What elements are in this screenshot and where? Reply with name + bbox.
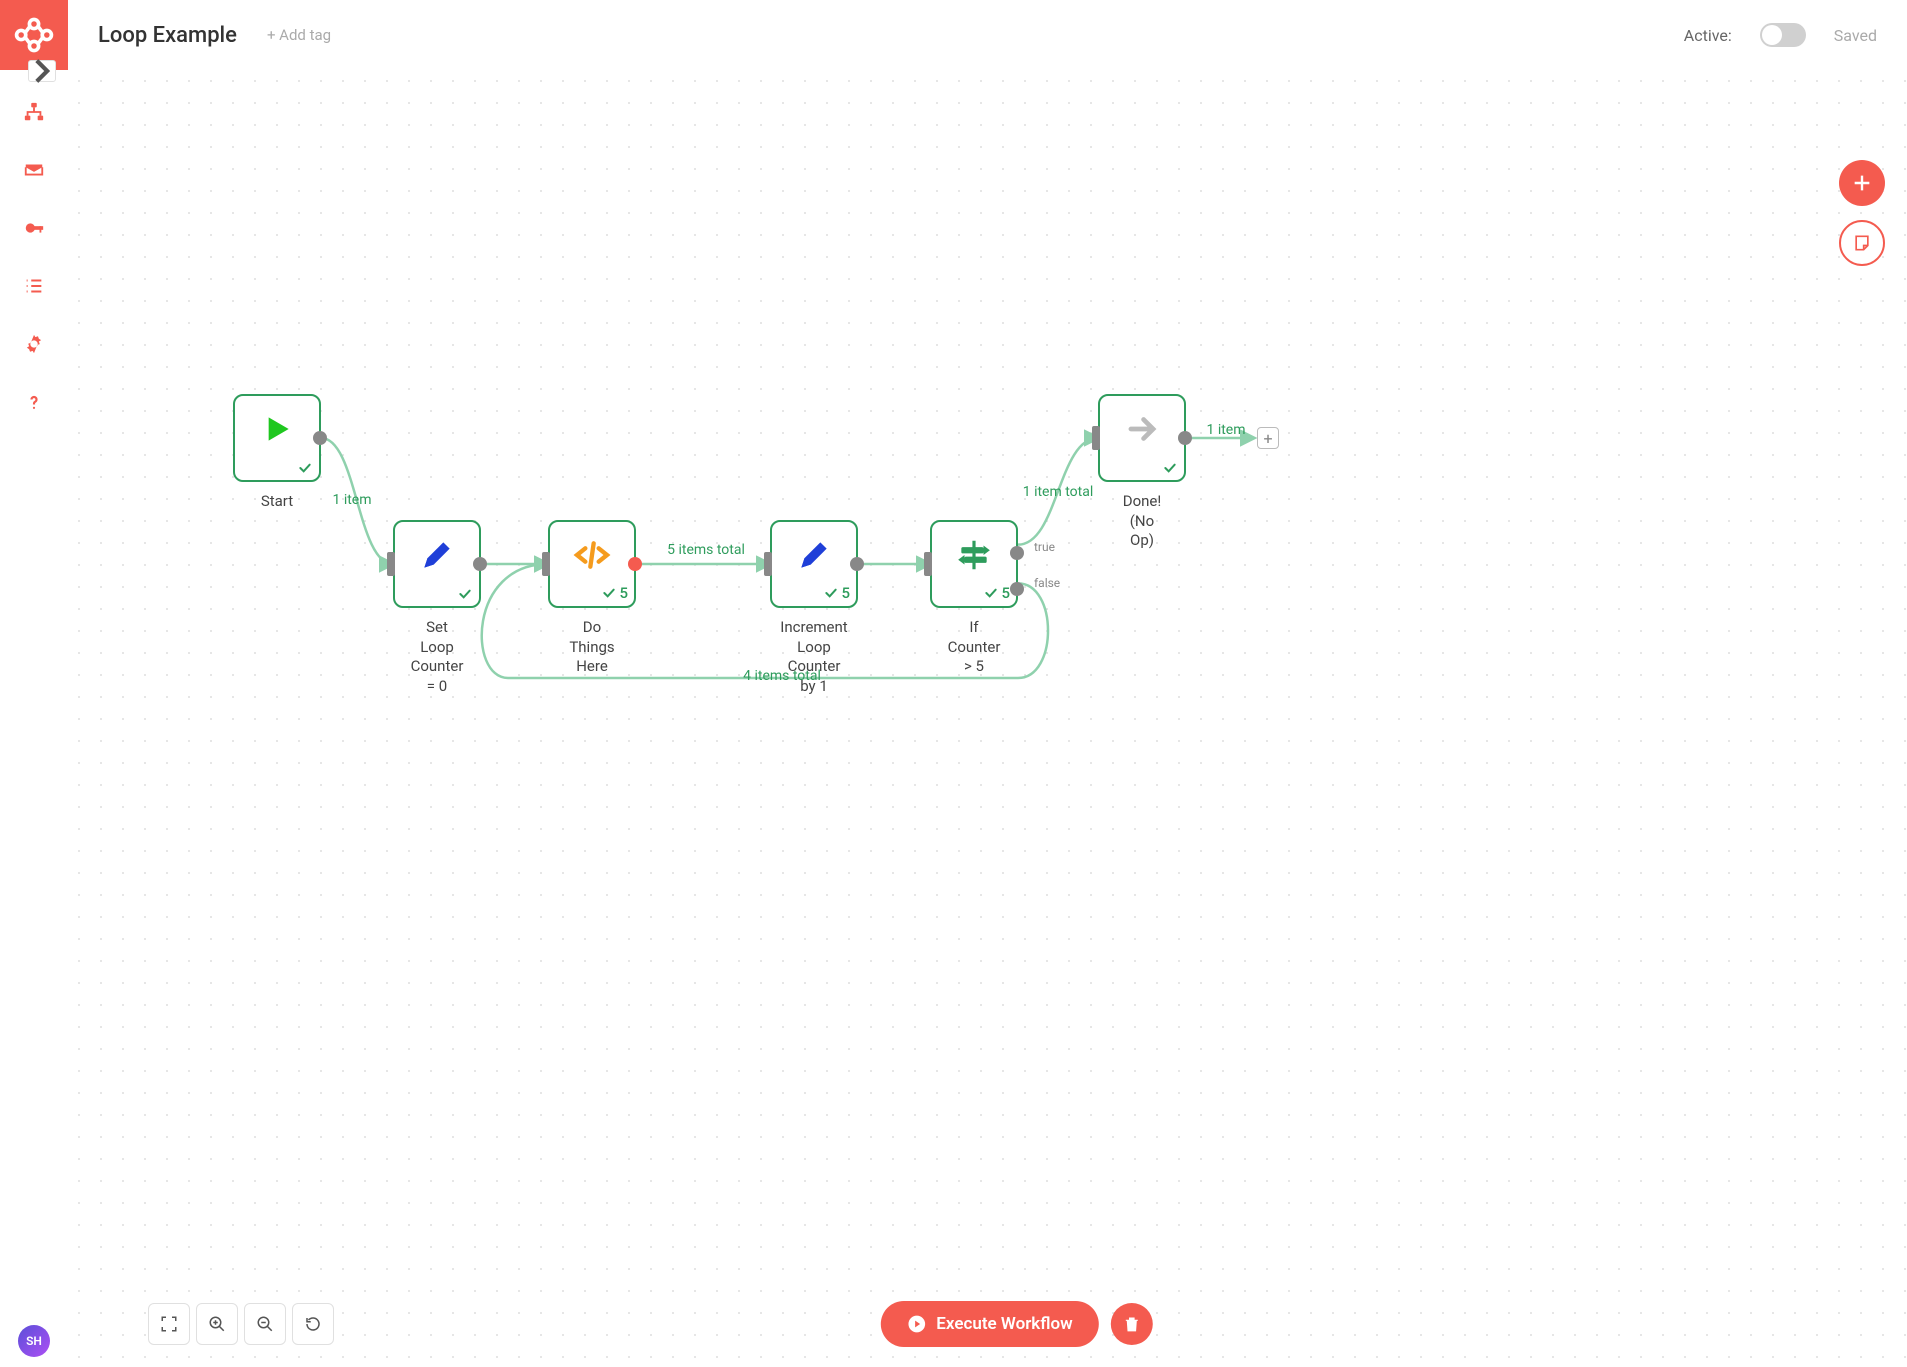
- node-setctr[interactable]: Set Loop Counter = 0: [393, 520, 481, 608]
- port-in[interactable]: [924, 552, 932, 576]
- node-status: 5: [823, 584, 850, 602]
- port-label: true: [1034, 540, 1055, 554]
- execute-label: Execute Workflow: [936, 1314, 1072, 1334]
- zoom-in-button[interactable]: [196, 1303, 238, 1345]
- node-done[interactable]: Done! (No Op): [1098, 394, 1186, 482]
- edge-label: 1 item: [1206, 422, 1245, 438]
- port-label: false: [1034, 576, 1060, 590]
- pencil-icon: [418, 536, 456, 578]
- play-icon: [257, 409, 297, 453]
- node-label: Do Things Here: [569, 618, 614, 677]
- sidebar: SH: [0, 0, 68, 1367]
- edge-label: 5 items total: [667, 542, 745, 558]
- edge-label: 1 item total: [1023, 484, 1094, 500]
- settings-icon[interactable]: [22, 332, 46, 356]
- pencil-icon: [795, 536, 833, 578]
- node-status: [297, 460, 313, 476]
- node-status-count: 5: [619, 584, 628, 602]
- port-true[interactable]: true: [1010, 546, 1024, 560]
- branch-icon: [955, 536, 993, 578]
- port-out[interactable]: [850, 557, 864, 571]
- port-in[interactable]: [542, 552, 550, 576]
- code-icon: [572, 535, 612, 579]
- execute-workflow-button[interactable]: Execute Workflow: [880, 1301, 1098, 1347]
- node-ifnode[interactable]: 5truefalseIf Counter > 5: [930, 520, 1018, 608]
- node-status-count: 5: [1001, 584, 1010, 602]
- active-label: Active:: [1684, 26, 1732, 45]
- sidebar-collapse-button[interactable]: [28, 60, 56, 82]
- node-status: [457, 586, 473, 602]
- node-label: Increment Loop Counter by 1: [780, 618, 847, 696]
- port-out[interactable]: [313, 431, 327, 445]
- port-in[interactable]: [764, 552, 772, 576]
- sticky-note-button[interactable]: [1839, 220, 1885, 266]
- add-node-button[interactable]: [1839, 160, 1885, 206]
- arrow-icon: [1123, 410, 1161, 452]
- workflow-title[interactable]: Loop Example: [98, 23, 237, 48]
- port-false[interactable]: false: [1010, 582, 1024, 596]
- app-logo[interactable]: [0, 0, 68, 70]
- node-start[interactable]: Start: [233, 394, 321, 482]
- node-status: 5: [601, 584, 628, 602]
- add-tag-button[interactable]: + Add tag: [267, 26, 331, 44]
- reset-view-button[interactable]: [292, 1303, 334, 1345]
- bottombar: Execute Workflow: [148, 1303, 1885, 1345]
- delete-button[interactable]: [1111, 1303, 1153, 1345]
- user-avatar[interactable]: SH: [18, 1325, 50, 1357]
- port-out[interactable]: [1178, 431, 1192, 445]
- node-status-count: 5: [841, 584, 850, 602]
- executions-icon[interactable]: [22, 274, 46, 298]
- credentials-icon[interactable]: [22, 216, 46, 240]
- templates-icon[interactable]: [22, 158, 46, 182]
- active-toggle[interactable]: [1760, 23, 1806, 47]
- node-status: [1162, 460, 1178, 476]
- workflow-icon[interactable]: [22, 100, 46, 124]
- node-label: Start: [261, 492, 293, 512]
- topbar: Loop Example + Add tag Active: Saved: [68, 0, 1907, 70]
- edge-label: 4 items total: [743, 668, 821, 684]
- node-label: If Counter > 5: [948, 618, 1001, 677]
- zoom-out-button[interactable]: [244, 1303, 286, 1345]
- edge-label: 1 item: [332, 492, 371, 508]
- node-incr[interactable]: 5Increment Loop Counter by 1: [770, 520, 858, 608]
- port-in[interactable]: [1092, 426, 1100, 450]
- port-in[interactable]: [387, 552, 395, 576]
- port-out[interactable]: [473, 557, 487, 571]
- saved-status: Saved: [1834, 26, 1877, 45]
- node-do[interactable]: 5Do Things Here: [548, 520, 636, 608]
- zoom-fit-button[interactable]: [148, 1303, 190, 1345]
- help-icon[interactable]: [22, 390, 46, 414]
- canvas[interactable]: StartSet Loop Counter = 05Do Things Here…: [68, 70, 1907, 1367]
- add-node-port-button[interactable]: +: [1257, 427, 1279, 449]
- node-status: 5: [983, 584, 1010, 602]
- node-label: Done! (No Op): [1121, 492, 1163, 551]
- port-out[interactable]: [628, 557, 642, 571]
- node-label: Set Loop Counter = 0: [411, 618, 464, 696]
